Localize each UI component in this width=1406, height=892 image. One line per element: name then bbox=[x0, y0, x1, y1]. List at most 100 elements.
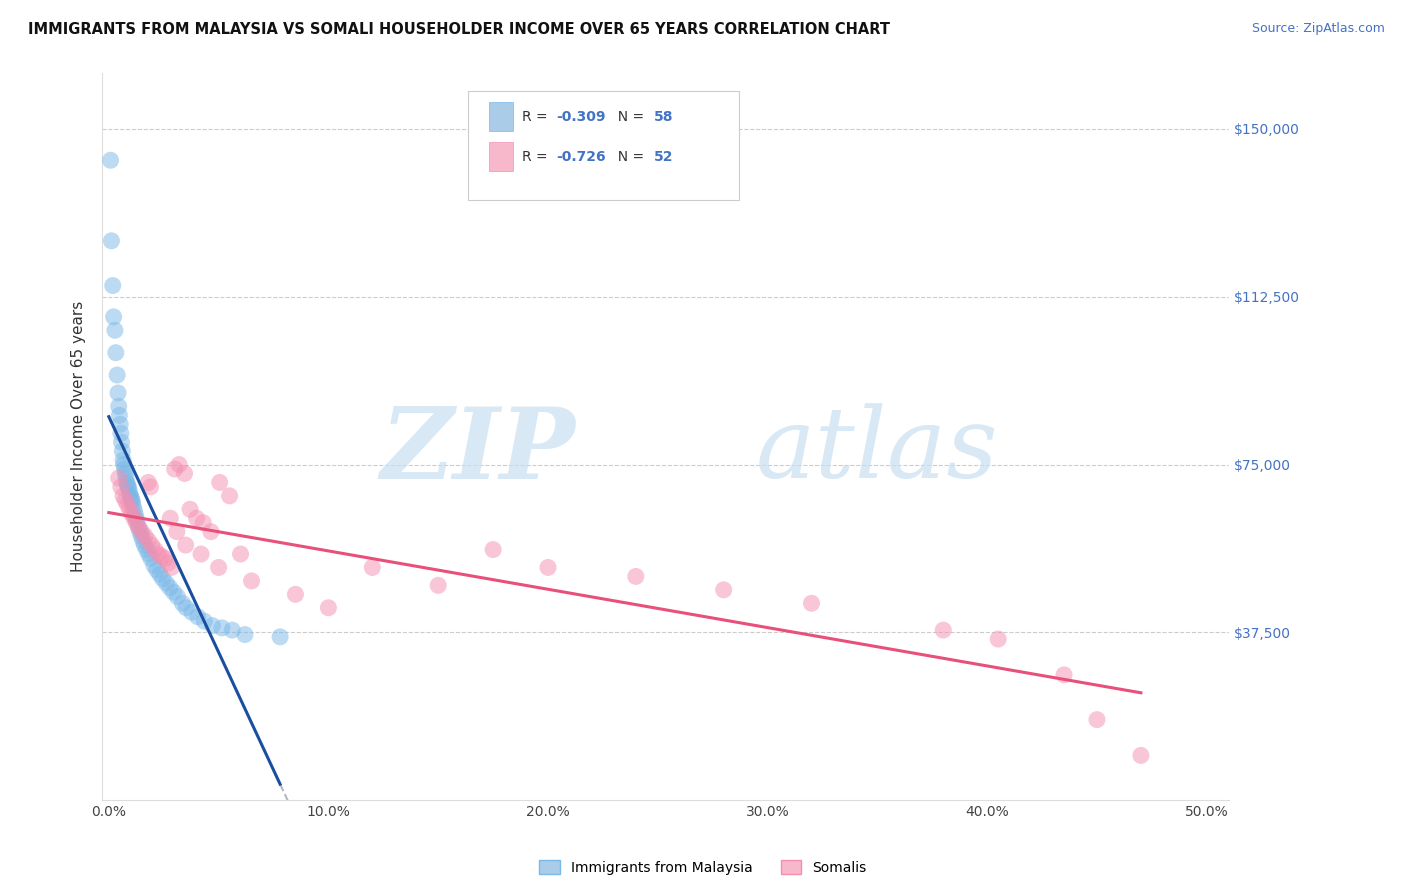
Y-axis label: Householder Income Over 65 years: Householder Income Over 65 years bbox=[72, 301, 86, 572]
Legend: Immigrants from Malaysia, Somalis: Immigrants from Malaysia, Somalis bbox=[534, 855, 872, 880]
Point bbox=[114, 467, 136, 481]
Text: -0.726: -0.726 bbox=[557, 150, 606, 163]
Point bbox=[166, 524, 188, 539]
Point bbox=[115, 475, 138, 490]
Point bbox=[1085, 713, 1108, 727]
Point bbox=[124, 504, 146, 518]
Point bbox=[148, 547, 170, 561]
Point bbox=[537, 560, 560, 574]
Point bbox=[112, 458, 135, 472]
Point bbox=[121, 507, 143, 521]
Point bbox=[269, 630, 291, 644]
Point bbox=[107, 386, 129, 401]
Text: atlas: atlas bbox=[755, 403, 998, 499]
Point bbox=[713, 582, 735, 597]
Point bbox=[159, 511, 181, 525]
Text: R =: R = bbox=[523, 150, 553, 163]
Text: N =: N = bbox=[609, 150, 648, 163]
Point bbox=[142, 558, 165, 573]
Point bbox=[134, 538, 156, 552]
Point bbox=[127, 520, 149, 534]
Point bbox=[112, 453, 135, 467]
Point bbox=[107, 471, 129, 485]
Point bbox=[105, 368, 128, 382]
Text: IMMIGRANTS FROM MALAYSIA VS SOMALI HOUSEHOLDER INCOME OVER 65 YEARS CORRELATION : IMMIGRANTS FROM MALAYSIA VS SOMALI HOUSE… bbox=[28, 22, 890, 37]
Point bbox=[110, 435, 132, 450]
Text: 52: 52 bbox=[654, 150, 673, 163]
Point bbox=[163, 462, 186, 476]
Point bbox=[160, 560, 183, 574]
Point bbox=[361, 560, 384, 574]
Point bbox=[932, 623, 955, 637]
Point bbox=[104, 323, 127, 337]
Point bbox=[159, 581, 181, 595]
Point bbox=[107, 400, 129, 414]
Point bbox=[114, 462, 136, 476]
Point bbox=[110, 426, 132, 441]
Text: 58: 58 bbox=[654, 110, 673, 124]
Point bbox=[218, 489, 240, 503]
Point bbox=[101, 278, 124, 293]
Point bbox=[157, 556, 180, 570]
Point bbox=[125, 516, 148, 530]
Point bbox=[136, 533, 159, 548]
Point bbox=[624, 569, 647, 583]
Point bbox=[211, 621, 233, 635]
Point bbox=[139, 480, 162, 494]
Point bbox=[136, 475, 159, 490]
Point bbox=[233, 627, 256, 641]
Point bbox=[122, 511, 145, 525]
Point bbox=[100, 153, 122, 168]
Point bbox=[229, 547, 252, 561]
Point bbox=[201, 618, 224, 632]
Point bbox=[131, 524, 153, 539]
Text: R =: R = bbox=[523, 110, 553, 124]
Point bbox=[155, 576, 177, 591]
Point bbox=[208, 475, 231, 490]
Point bbox=[143, 542, 166, 557]
Point bbox=[135, 542, 157, 557]
Point bbox=[125, 513, 148, 527]
Point bbox=[1129, 748, 1152, 763]
Point bbox=[104, 345, 127, 359]
Point bbox=[141, 538, 163, 552]
Point bbox=[174, 600, 197, 615]
Point bbox=[121, 495, 143, 509]
Point bbox=[187, 609, 209, 624]
Point bbox=[115, 471, 138, 485]
Point bbox=[318, 600, 340, 615]
Point bbox=[284, 587, 307, 601]
Point bbox=[152, 572, 174, 586]
Point bbox=[193, 516, 215, 530]
Point bbox=[110, 417, 132, 432]
Point bbox=[193, 614, 215, 628]
Point bbox=[114, 493, 136, 508]
Point bbox=[145, 563, 167, 577]
Point bbox=[1053, 668, 1076, 682]
Point bbox=[482, 542, 505, 557]
Point bbox=[134, 529, 156, 543]
Text: Source: ZipAtlas.com: Source: ZipAtlas.com bbox=[1251, 22, 1385, 36]
Point bbox=[221, 623, 243, 637]
FancyBboxPatch shape bbox=[468, 91, 738, 200]
Bar bbox=[489, 102, 513, 131]
Point bbox=[162, 585, 184, 599]
Point bbox=[118, 482, 141, 496]
Point bbox=[150, 549, 173, 564]
Point bbox=[118, 502, 141, 516]
Point bbox=[120, 491, 142, 505]
Point bbox=[118, 486, 141, 500]
Point bbox=[427, 578, 450, 592]
Bar bbox=[489, 142, 513, 171]
Text: ZIP: ZIP bbox=[381, 403, 575, 500]
Text: N =: N = bbox=[609, 110, 648, 124]
Point bbox=[117, 477, 139, 491]
Point bbox=[174, 538, 197, 552]
Point bbox=[138, 547, 160, 561]
Point bbox=[120, 489, 142, 503]
Point bbox=[127, 520, 149, 534]
Point bbox=[103, 310, 125, 324]
Point bbox=[200, 524, 222, 539]
Point bbox=[240, 574, 263, 588]
Point bbox=[173, 467, 195, 481]
